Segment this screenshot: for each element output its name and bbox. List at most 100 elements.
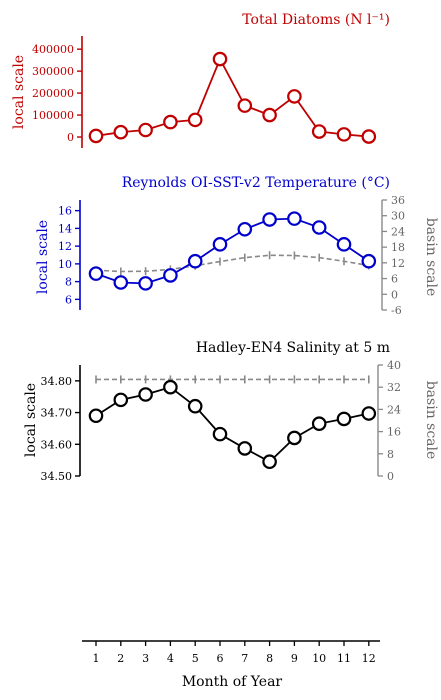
temperature-ylabel: local scale xyxy=(35,220,51,294)
y-tick-label: 300000 xyxy=(32,65,74,78)
salinity-ylabel: local scale xyxy=(23,383,39,457)
month-x-axis: 1 2 3 4 5 6 7 8 9 10 11 12 Month of Year xyxy=(82,640,380,690)
data-point xyxy=(163,379,178,395)
data-point xyxy=(88,408,104,424)
y-tick-label: 8 xyxy=(65,276,72,289)
x-tick-label: 1 xyxy=(93,652,100,665)
temperature-y2-ticks: -6 0 6 12 18 24 30 36 xyxy=(382,194,405,317)
y2-tick-label: 18 xyxy=(391,241,405,254)
x-axis-label: Month of Year xyxy=(182,674,283,690)
diatoms-ylabel: local scale xyxy=(11,55,27,129)
x-tick-label: 2 xyxy=(117,652,124,665)
salinity-y-ticks: 34.50 34.60 34.70 34.80 xyxy=(41,375,80,483)
y-tick-label: 100000 xyxy=(32,109,74,122)
data-point xyxy=(187,398,203,414)
y2-tick-label: 8 xyxy=(387,448,394,461)
data-point xyxy=(212,237,228,252)
data-point xyxy=(287,430,302,446)
data-point xyxy=(311,124,327,139)
y-tick-label: 34.80 xyxy=(41,375,73,388)
x-tick-label: 9 xyxy=(291,652,298,665)
x-tick-label: 10 xyxy=(312,652,326,665)
diatoms-markers xyxy=(88,51,377,144)
x-tick-label: 7 xyxy=(241,652,248,665)
data-point xyxy=(336,237,352,252)
salinity-title: Hadley-EN4 Salinity at 5 m xyxy=(196,340,390,356)
y-tick-label: 34.70 xyxy=(41,407,73,420)
data-point xyxy=(311,416,327,431)
data-point xyxy=(163,114,178,130)
y2-tick-label: 24 xyxy=(391,225,405,238)
diatoms-y-ticks: 0 100000 200000 300000 400000 xyxy=(32,43,82,144)
data-point xyxy=(212,426,228,442)
y-tick-label: 34.50 xyxy=(41,470,73,483)
temperature-y2label: basin scale xyxy=(423,218,439,297)
y2-tick-label: 6 xyxy=(391,273,398,286)
y-tick-label: 16 xyxy=(58,205,72,218)
data-point xyxy=(262,212,277,227)
data-point xyxy=(311,220,327,235)
data-point xyxy=(237,441,253,456)
x-tick-label: 11 xyxy=(337,652,351,665)
salinity-series-line xyxy=(95,386,369,463)
data-point xyxy=(262,107,277,123)
data-point xyxy=(88,128,104,144)
y2-tick-label: 40 xyxy=(387,359,401,372)
salinity-y2-ticks: 0 8 16 24 32 40 xyxy=(378,359,401,483)
data-point xyxy=(138,387,153,402)
data-point xyxy=(187,112,203,128)
temperature-basin-line xyxy=(95,254,369,273)
temperature-series-line xyxy=(95,217,370,285)
temperature-markers xyxy=(88,211,377,291)
y-tick-label: 12 xyxy=(58,240,72,253)
temperature-y-ticks: 6 8 10 12 14 16 xyxy=(58,205,80,306)
y2-tick-label: 32 xyxy=(387,381,401,394)
x-tick-label: 3 xyxy=(142,652,149,665)
data-point xyxy=(361,129,377,144)
x-ticks: 1 2 3 4 5 6 7 8 9 10 11 12 xyxy=(93,641,376,665)
data-point xyxy=(237,221,253,237)
data-point xyxy=(361,406,377,421)
data-point xyxy=(138,276,153,291)
diatoms-title: Total Diatoms (N l⁻¹) xyxy=(242,12,390,28)
y-tick-label: 10 xyxy=(58,258,72,271)
x-tick-label: 8 xyxy=(266,652,273,665)
data-point xyxy=(336,127,352,142)
data-point xyxy=(138,122,153,138)
data-point xyxy=(88,266,104,281)
diatoms-series-line xyxy=(95,56,369,138)
data-point xyxy=(237,98,253,113)
y2-tick-label: 24 xyxy=(387,403,401,416)
data-point xyxy=(113,124,129,140)
y2-tick-label: 0 xyxy=(391,288,398,301)
y-tick-label: 34.60 xyxy=(41,438,73,451)
y-tick-label: 14 xyxy=(58,222,72,235)
y-tick-label: 200000 xyxy=(32,87,74,100)
y2-tick-label: -6 xyxy=(391,304,402,317)
data-point xyxy=(163,268,178,283)
x-tick-label: 5 xyxy=(192,652,199,665)
y2-tick-label: 16 xyxy=(387,426,401,439)
data-point xyxy=(212,51,228,67)
y-tick-label: 0 xyxy=(67,131,74,144)
y-tick-label: 400000 xyxy=(32,43,74,56)
diatoms-panel: Total Diatoms (N l⁻¹) local scale 0 10000… xyxy=(11,12,390,148)
salinity-markers xyxy=(88,379,377,470)
data-point xyxy=(361,253,377,269)
data-point xyxy=(113,275,129,290)
x-tick-label: 12 xyxy=(362,652,376,665)
data-point xyxy=(113,392,129,408)
y2-tick-label: 12 xyxy=(391,257,405,270)
x-tick-label: 6 xyxy=(217,652,224,665)
y2-tick-label: 30 xyxy=(391,210,405,223)
y-tick-label: 6 xyxy=(65,293,72,306)
temperature-panel: Reynolds OI-SST-v2 Temperature (°C) loca… xyxy=(35,175,439,317)
data-point xyxy=(336,411,352,427)
salinity-y2label: basin scale xyxy=(423,381,439,460)
data-point xyxy=(187,253,203,269)
data-point xyxy=(262,454,277,470)
data-point xyxy=(287,89,302,104)
y2-tick-label: 0 xyxy=(387,470,394,483)
salinity-panel: Hadley-EN4 Salinity at 5 m local scale b… xyxy=(23,340,439,483)
